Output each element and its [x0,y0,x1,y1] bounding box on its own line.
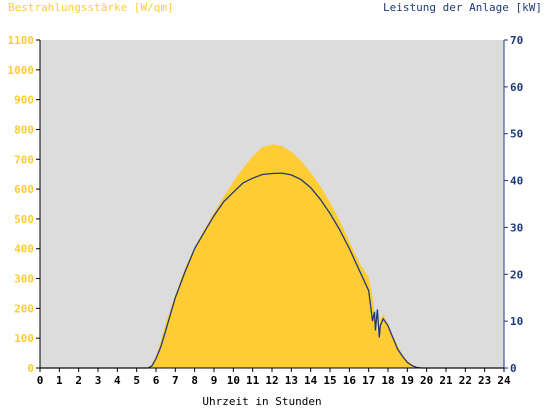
left-tick-label: 600 [14,183,34,196]
x-tick-label: 2 [75,374,82,387]
x-tick-label: 6 [153,374,160,387]
x-tick-label: 23 [478,374,491,387]
x-tick-label: 19 [401,374,414,387]
x-tick-label: 0 [37,374,44,387]
irradiance-area [40,144,504,368]
right-tick-label: 40 [510,175,523,188]
x-tick-label: 20 [420,374,433,387]
x-tick-label: 11 [246,374,260,387]
data-marks [40,144,504,369]
left-tick-label: 700 [14,153,34,166]
left-axis-title: Bestrahlungsstärke [W/qm] [8,1,174,14]
x-tick-label: 16 [343,374,357,387]
x-tick-label: 17 [362,374,375,387]
x-tick-label: 24 [497,374,511,387]
power-line [40,172,504,369]
left-tick-label: 0 [27,362,34,375]
right-tick-label: 50 [510,128,523,141]
x-tick-label: 15 [323,374,336,387]
x-tick-label: 9 [211,374,218,387]
x-axis-title: Uhrzeit in Stunden [202,395,322,408]
x-tick-label: 14 [304,374,318,387]
left-tick-label: 800 [14,123,34,136]
left-tick-label: 300 [14,273,34,286]
right-axis-title: Leistung der Anlage [kW] [383,1,542,14]
left-tick-label: 400 [14,243,34,256]
axes: 0100200300400500600700800900100011000102… [8,34,524,387]
left-tick-label: 100 [14,332,34,345]
x-tick-label: 21 [439,374,453,387]
right-tick-label: 30 [510,221,523,234]
right-tick-label: 0 [510,362,517,375]
x-tick-label: 12 [265,374,278,387]
x-tick-label: 8 [191,374,198,387]
left-tick-label: 1100 [8,34,35,47]
x-tick-label: 4 [114,374,121,387]
right-tick-label: 70 [510,34,523,47]
left-tick-label: 200 [14,302,34,315]
left-tick-label: 500 [14,213,34,226]
x-tick-label: 18 [381,374,394,387]
x-tick-label: 1 [56,374,63,387]
x-tick-label: 10 [227,374,240,387]
x-tick-label: 7 [172,374,179,387]
right-tick-label: 20 [510,268,523,281]
x-tick-label: 5 [133,374,140,387]
x-tick-label: 22 [459,374,472,387]
x-tick-label: 13 [285,374,298,387]
left-tick-label: 900 [14,94,34,107]
right-tick-label: 60 [510,81,523,94]
left-tick-label: 1000 [8,64,35,77]
right-tick-label: 10 [510,315,523,328]
x-tick-label: 3 [95,374,102,387]
